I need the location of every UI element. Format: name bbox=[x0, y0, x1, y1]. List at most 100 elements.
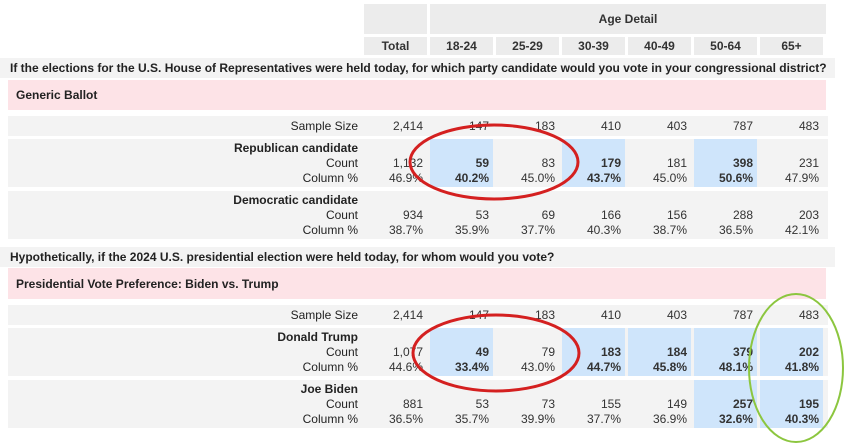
q1-group-row-0: Republican candidate Count Column % 1,132 46… bbox=[0, 139, 828, 187]
q1-pct-cell-0-3: 43.7% bbox=[586, 171, 621, 185]
q2-count-cell-1-1: 53 bbox=[475, 397, 489, 411]
q2-count-cell-0-2: 79 bbox=[541, 345, 555, 359]
q2-group-row-0: Donald Trump Count Column % 1,077 44.6% 49 33.… bbox=[0, 328, 828, 376]
q2-hl-bg-0-4 bbox=[628, 328, 691, 376]
q1-count-cell-0-5: 398 bbox=[732, 156, 753, 170]
age-detail-header: Age Detail bbox=[430, 4, 826, 34]
q1-count-cell-0-1: 59 bbox=[475, 156, 489, 170]
q1-pct-label-1: Column % bbox=[302, 223, 358, 237]
q2-pct-cell-0-1: 33.4% bbox=[454, 360, 489, 374]
q2-count-cell-0-6: 202 bbox=[798, 345, 819, 359]
q2-count-label-1: Count bbox=[325, 397, 358, 411]
q1-sample-cell-0: 2,414 bbox=[392, 119, 423, 133]
q1-count-cell-1-2: 69 bbox=[541, 208, 555, 222]
q2-pct-label-0: Column % bbox=[302, 360, 358, 374]
q2-count-cell-0-5: 379 bbox=[732, 345, 753, 359]
q1-count-cell-1-3: 166 bbox=[600, 208, 621, 222]
q2-count-cell-1-6: 195 bbox=[798, 397, 819, 411]
q2-group-name-1: Joe Biden bbox=[300, 382, 358, 396]
q1-pct-cell-1-1: 35.9% bbox=[454, 223, 489, 237]
q2-hl-bg-0-5 bbox=[694, 328, 757, 376]
q1-pct-cell-1-5: 36.5% bbox=[718, 223, 753, 237]
q1-count-cell-1-4: 156 bbox=[666, 208, 687, 222]
q1-pct-cell-0-0: 46.9% bbox=[388, 171, 423, 185]
q1-count-cell-1-6: 203 bbox=[798, 208, 819, 222]
q1-pct-cell-1-6: 42.1% bbox=[784, 223, 819, 237]
q1-pct-cell-0-2: 45.0% bbox=[520, 171, 555, 185]
q2-pct-cell-0-2: 43.0% bbox=[520, 360, 555, 374]
q1-count-cell-0-6: 231 bbox=[798, 156, 819, 170]
column-header-1: 18-24 bbox=[430, 37, 493, 55]
q1-group-row-1: Democratic candidate Count Column % 934 38.7… bbox=[0, 191, 828, 239]
banner-presidential-preference: Presidential Vote Preference: Biden vs. … bbox=[8, 268, 826, 299]
q1-sample-cell-2: 183 bbox=[534, 119, 555, 133]
column-header-6: 65+ bbox=[760, 37, 823, 55]
q1-count-cell-1-1: 53 bbox=[475, 208, 489, 222]
q2-sample-cell-1: 147 bbox=[468, 308, 489, 322]
q2-count-cell-1-5: 257 bbox=[732, 397, 753, 411]
q2-pct-cell-0-4: 45.8% bbox=[652, 360, 687, 374]
column-header-3: 30-39 bbox=[562, 37, 625, 55]
banner-generic-ballot: Generic Ballot bbox=[8, 80, 826, 110]
q2-sample-label: Sample Size bbox=[290, 308, 358, 322]
q1-count-label-0: Count bbox=[325, 156, 358, 170]
q2-pct-cell-0-0: 44.6% bbox=[388, 360, 423, 374]
q2-sample-cell-3: 410 bbox=[600, 308, 621, 322]
q1-pct-cell-1-2: 37.7% bbox=[520, 223, 555, 237]
q2-count-cell-0-4: 184 bbox=[666, 345, 687, 359]
q2-hl-bg-1-5 bbox=[694, 380, 757, 428]
q1-group-name-1: Democratic candidate bbox=[233, 193, 358, 207]
q1-pct-cell-0-6: 47.9% bbox=[784, 171, 819, 185]
q2-count-cell-1-3: 155 bbox=[600, 397, 621, 411]
q2-pct-cell-1-6: 40.3% bbox=[784, 412, 819, 426]
q1-pct-cell-1-3: 40.3% bbox=[586, 223, 621, 237]
q1-sample-label: Sample Size bbox=[290, 119, 358, 133]
q2-pct-cell-0-5: 48.1% bbox=[718, 360, 753, 374]
q2-group-row-1: Joe Biden Count Column % 881 36.5% 53 35.7% 73 3… bbox=[0, 380, 828, 428]
q2-count-cell-1-4: 149 bbox=[666, 397, 687, 411]
q1-count-cell-1-5: 288 bbox=[732, 208, 753, 222]
q2-group-name-0: Donald Trump bbox=[277, 330, 358, 344]
q2-sample-row: Sample Size 2,414 147 183 410 403 787 483 bbox=[0, 305, 828, 325]
q1-pct-cell-0-4: 45.0% bbox=[652, 171, 687, 185]
q2-count-cell-1-2: 73 bbox=[541, 397, 555, 411]
q2-sample-cell-6: 483 bbox=[798, 308, 819, 322]
q2-pct-cell-1-1: 35.7% bbox=[454, 412, 489, 426]
q2-count-label-0: Count bbox=[325, 345, 358, 359]
q1-pct-label-0: Column % bbox=[302, 171, 358, 185]
q2-pct-cell-1-2: 39.9% bbox=[520, 412, 555, 426]
q2-sample-cell-0: 2,414 bbox=[392, 308, 423, 322]
q2-sample-cell-2: 183 bbox=[534, 308, 555, 322]
q1-sample-cell-6: 483 bbox=[798, 119, 819, 133]
q1-pct-cell-0-5: 50.6% bbox=[718, 171, 753, 185]
q2-pct-cell-1-0: 36.5% bbox=[388, 412, 423, 426]
q1-count-cell-0-4: 181 bbox=[666, 156, 687, 170]
q1-sample-cell-3: 410 bbox=[600, 119, 621, 133]
column-header-2: 25-29 bbox=[496, 37, 559, 55]
q1-sample-row: Sample Size 2,414 147 183 410 403 787 483 bbox=[0, 116, 828, 136]
q1-pct-cell-0-1: 40.2% bbox=[454, 171, 489, 185]
q2-sample-cell-5: 787 bbox=[732, 308, 753, 322]
q2-pct-cell-1-3: 37.7% bbox=[586, 412, 621, 426]
q1-pct-cell-1-4: 38.7% bbox=[652, 223, 687, 237]
q2-count-cell-1-0: 881 bbox=[402, 397, 423, 411]
q1-count-cell-0-2: 83 bbox=[541, 156, 555, 170]
q1-group-name-0: Republican candidate bbox=[233, 141, 358, 155]
q1-count-cell-1-0: 934 bbox=[402, 208, 423, 222]
question-1: If the elections for the U.S. House of R… bbox=[0, 58, 835, 78]
q2-pct-cell-1-5: 32.6% bbox=[718, 412, 753, 426]
q1-pct-cell-1-0: 38.7% bbox=[388, 223, 423, 237]
q2-pct-cell-0-3: 44.7% bbox=[586, 360, 621, 374]
question-2: Hypothetically, if the 2024 U.S. preside… bbox=[0, 247, 835, 267]
column-header-0: Total bbox=[364, 37, 427, 55]
column-header-4: 40-49 bbox=[628, 37, 691, 55]
q1-sample-cell-5: 787 bbox=[732, 119, 753, 133]
column-header-5: 50-64 bbox=[694, 37, 757, 55]
corner-header bbox=[364, 4, 427, 34]
q1-hl-bg-0-5 bbox=[694, 139, 757, 187]
q2-count-cell-0-1: 49 bbox=[475, 345, 489, 359]
q2-pct-cell-1-4: 36.9% bbox=[652, 412, 687, 426]
q2-sample-cell-4: 403 bbox=[666, 308, 687, 322]
q2-pct-label-1: Column % bbox=[302, 412, 358, 426]
